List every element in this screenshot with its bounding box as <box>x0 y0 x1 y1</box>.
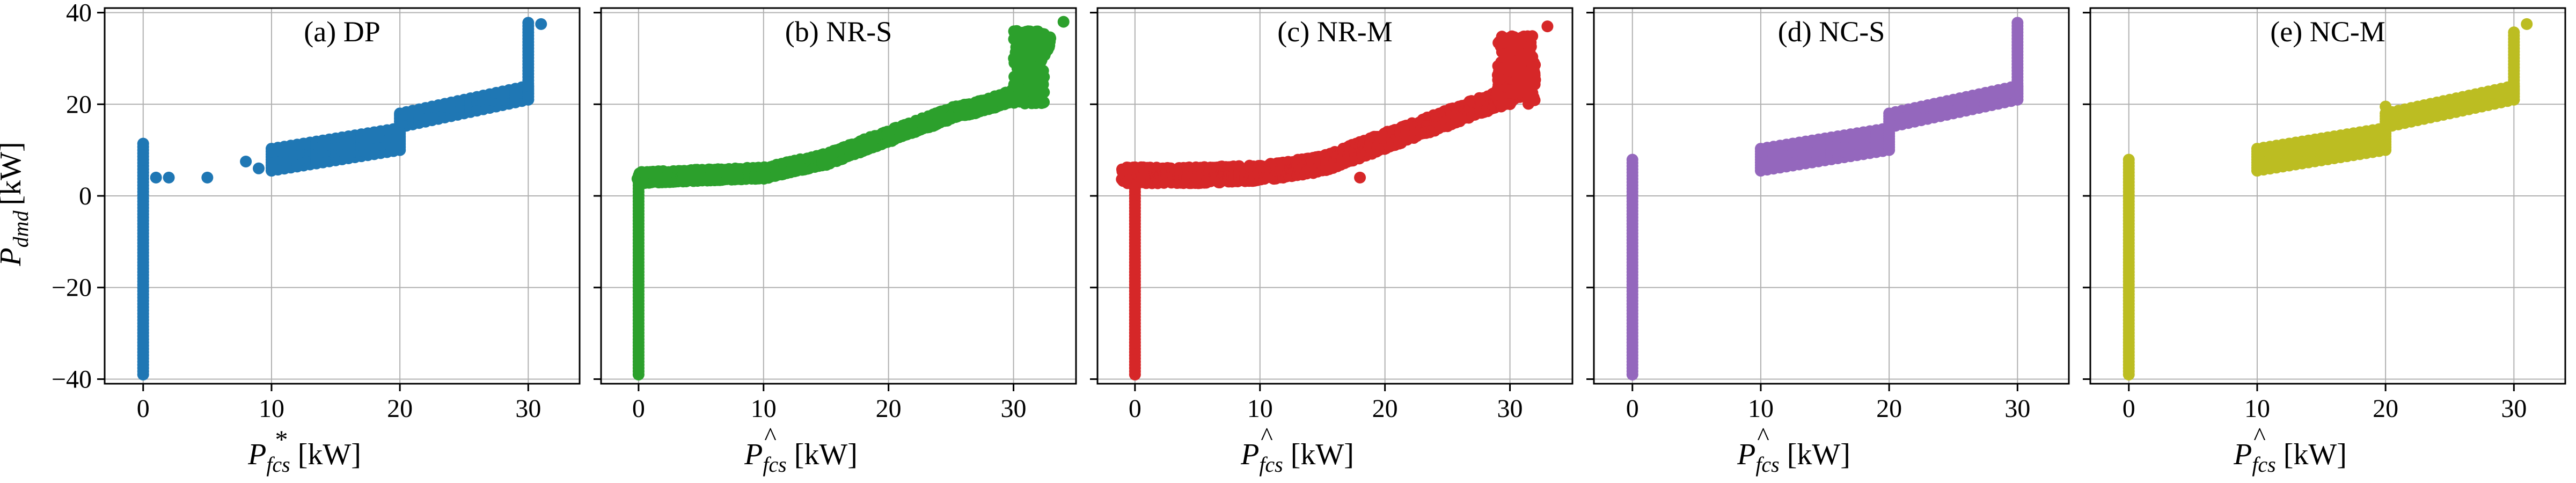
data-point <box>522 17 535 29</box>
x-tick-label: 30 <box>1001 394 1027 423</box>
y-tick-label: 20 <box>66 90 92 119</box>
data-point <box>1023 62 1035 74</box>
data-points <box>1626 17 2024 380</box>
x-axis-unit: [kW] <box>794 438 858 471</box>
x-axis-mark: * <box>275 426 288 454</box>
data-point <box>253 162 265 174</box>
x-tick-label: 0 <box>137 394 150 423</box>
x-axis-symbol: P <box>744 438 763 471</box>
data-point <box>137 137 149 150</box>
data-point <box>1008 33 1020 45</box>
panel-title: (a) DP <box>304 16 380 48</box>
x-axis-label: Pfcs [kW] <box>744 438 858 477</box>
y-axis-unit: [kW] <box>0 142 27 205</box>
data-point <box>1035 71 1048 83</box>
data-point <box>1008 57 1021 69</box>
x-axis-unit: [kW] <box>1291 438 1354 471</box>
y-axis-subscript: dmd <box>9 210 33 248</box>
x-tick-label: 10 <box>259 394 284 423</box>
x-tick-label: 0 <box>632 394 645 423</box>
panel-title: (c) NR-M <box>1277 16 1392 48</box>
data-point <box>1038 49 1051 61</box>
data-point <box>1036 38 1048 50</box>
x-axis-label: Pfcs [kW] <box>247 438 361 477</box>
y-tick-label: −20 <box>52 274 92 302</box>
data-point <box>1523 49 1535 61</box>
x-tick-label: 20 <box>876 394 902 423</box>
data-point <box>1518 30 1530 42</box>
data-point <box>1527 91 1540 104</box>
data-point <box>1495 62 1507 75</box>
data-point <box>522 80 535 92</box>
data-point <box>1035 29 1048 41</box>
data-points <box>137 17 547 380</box>
panel-title: (b) NR-S <box>785 16 892 48</box>
x-tick-label: 0 <box>1129 394 1141 423</box>
data-point <box>163 171 175 184</box>
data-point <box>1017 87 1029 100</box>
data-point <box>1023 39 1035 51</box>
data-point <box>1509 55 1521 68</box>
data-point <box>150 171 162 184</box>
data-point <box>1504 98 1516 111</box>
x-axis-unit: [kW] <box>298 438 361 471</box>
data-point <box>1028 89 1041 101</box>
data-point <box>1057 16 1070 28</box>
x-axis-subscript: fcs <box>763 452 786 477</box>
y-axis-symbol: P <box>0 247 27 266</box>
y-tick-label: 0 <box>79 182 92 210</box>
data-points <box>631 16 1070 380</box>
x-axis-symbol: P <box>1240 438 1259 471</box>
data-point <box>1507 87 1520 100</box>
x-tick-label: 10 <box>1247 394 1273 423</box>
data-point <box>240 155 252 167</box>
x-axis-mark: ^ <box>1261 422 1273 451</box>
x-tick-label: 30 <box>1497 394 1523 423</box>
y-tick-label: −40 <box>52 365 92 393</box>
data-point <box>1024 25 1036 38</box>
data-point <box>1506 30 1518 42</box>
panel-1: 0 10 20 30 −40 −20 0 20 40 (a) DP Pfcs [kW] * <box>52 0 581 477</box>
data-point <box>1494 73 1506 85</box>
data-points <box>1116 20 1554 380</box>
data-point <box>201 171 214 184</box>
x-tick-label: 20 <box>1372 394 1398 423</box>
panel-2: 0 10 20 30 (b) NR-S Pfcs [kW] ^ <box>594 7 1077 477</box>
data-point <box>407 105 419 118</box>
data-point <box>535 18 547 30</box>
x-tick-label: 20 <box>387 394 413 423</box>
y-tick-label: 40 <box>66 0 92 27</box>
data-point <box>2011 17 2024 29</box>
data-point <box>1013 71 1025 84</box>
data-point <box>1354 171 1366 184</box>
y-axis-label: Pdmd [kW] <box>0 142 33 266</box>
data-point <box>1541 20 1554 33</box>
x-axis-subscript: fcs <box>266 452 290 477</box>
x-axis-label: Pfcs [kW] <box>1240 438 1354 477</box>
x-axis-symbol: P <box>247 438 266 471</box>
data-point <box>1626 153 1638 166</box>
x-tick-label: 10 <box>751 394 777 423</box>
x-tick-label: 30 <box>515 394 541 423</box>
panel-3: 0 10 20 30 (c) NR-M Pfcs [kW] ^ <box>1090 7 1574 477</box>
x-axis-mark: ^ <box>764 422 777 451</box>
data-point <box>1523 67 1535 79</box>
x-axis-subscript: fcs <box>1259 452 1283 477</box>
